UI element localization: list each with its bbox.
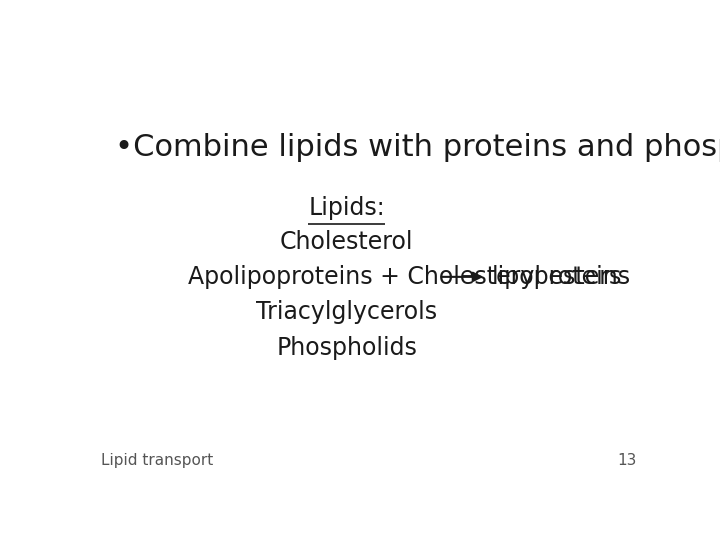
Text: 13: 13 [618,453,637,468]
Text: Cholesterol: Cholesterol [280,230,413,253]
Text: lipoproteins: lipoproteins [492,265,631,289]
Text: Apolipoproteins + Cholesteryl esters: Apolipoproteins + Cholesteryl esters [188,265,621,289]
Text: Triacylglycerols: Triacylglycerols [256,300,437,324]
Text: Lipids:: Lipids: [308,196,385,220]
Text: Lipid transport: Lipid transport [101,453,213,468]
Text: Phospholids: Phospholids [276,335,417,360]
Text: •Combine lipids with proteins and phospholipids.: •Combine lipids with proteins and phosph… [115,133,720,163]
